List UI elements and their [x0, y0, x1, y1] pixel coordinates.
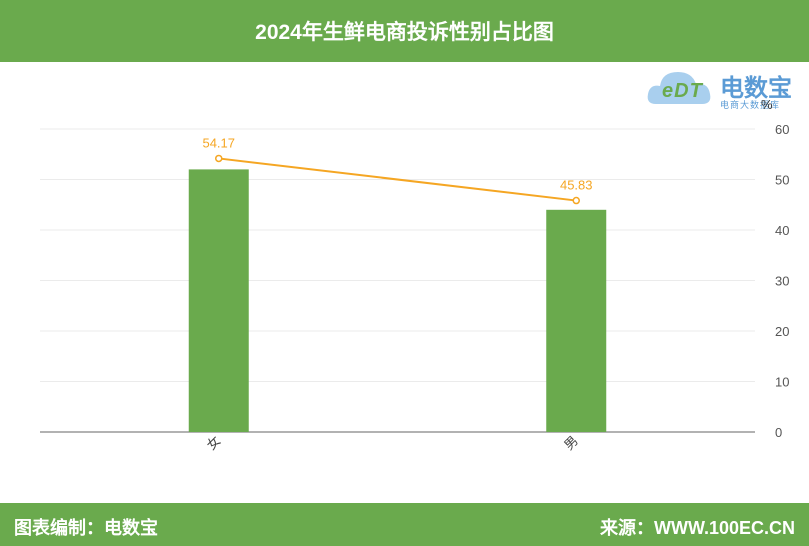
chart-title: 2024年生鲜电商投诉性别占比图	[255, 21, 554, 44]
y-tick-label: 50	[775, 173, 789, 188]
bar	[546, 209, 607, 432]
brand-logo: eDT 电数宝 电商大数据库	[646, 64, 806, 112]
line-series	[218, 157, 577, 202]
footer-source: 来源：WWW.100EC.CN	[599, 518, 795, 538]
y-tick-label: 10	[775, 375, 789, 390]
logo-subtitle: 电商大数据库	[720, 100, 781, 110]
x-tick-label: 男	[561, 433, 581, 453]
line-point	[572, 196, 580, 205]
logo-mark: eDT	[662, 80, 703, 102]
chart-title-bar: 2024年生鲜电商投诉性别占比图	[0, 0, 809, 62]
logo-name: 电数宝	[720, 75, 792, 102]
line-point	[215, 154, 223, 163]
footer-credit: 图表编制：电数宝	[14, 518, 158, 538]
y-tick-label: 60	[775, 122, 789, 137]
chart-area: 0 10 20 30 40 50 60% 女 男 54.17 45.83	[40, 97, 789, 453]
bar	[188, 169, 249, 432]
y-tick-label: 30	[775, 274, 789, 289]
y-tick-label: 20	[775, 324, 789, 339]
y-axis-unit: %	[761, 97, 773, 112]
cloud-icon	[647, 72, 711, 104]
footer-bar: 图表编制：电数宝 来源：WWW.100EC.CN	[0, 503, 809, 546]
x-tick-label: 女	[204, 433, 224, 453]
data-label: 45.83	[560, 178, 593, 193]
y-tick-label: 40	[775, 223, 789, 238]
y-tick-label: 0	[775, 425, 782, 440]
data-label: 54.17	[202, 135, 235, 150]
